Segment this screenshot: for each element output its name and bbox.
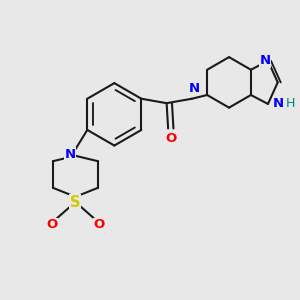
Text: O: O xyxy=(46,218,57,231)
Text: N: N xyxy=(260,54,271,67)
Text: N: N xyxy=(64,148,76,161)
Text: O: O xyxy=(166,132,177,146)
Text: N: N xyxy=(189,82,200,95)
Text: S: S xyxy=(70,195,81,210)
Text: H: H xyxy=(286,98,296,110)
Text: N: N xyxy=(273,98,284,110)
Text: O: O xyxy=(94,218,105,231)
